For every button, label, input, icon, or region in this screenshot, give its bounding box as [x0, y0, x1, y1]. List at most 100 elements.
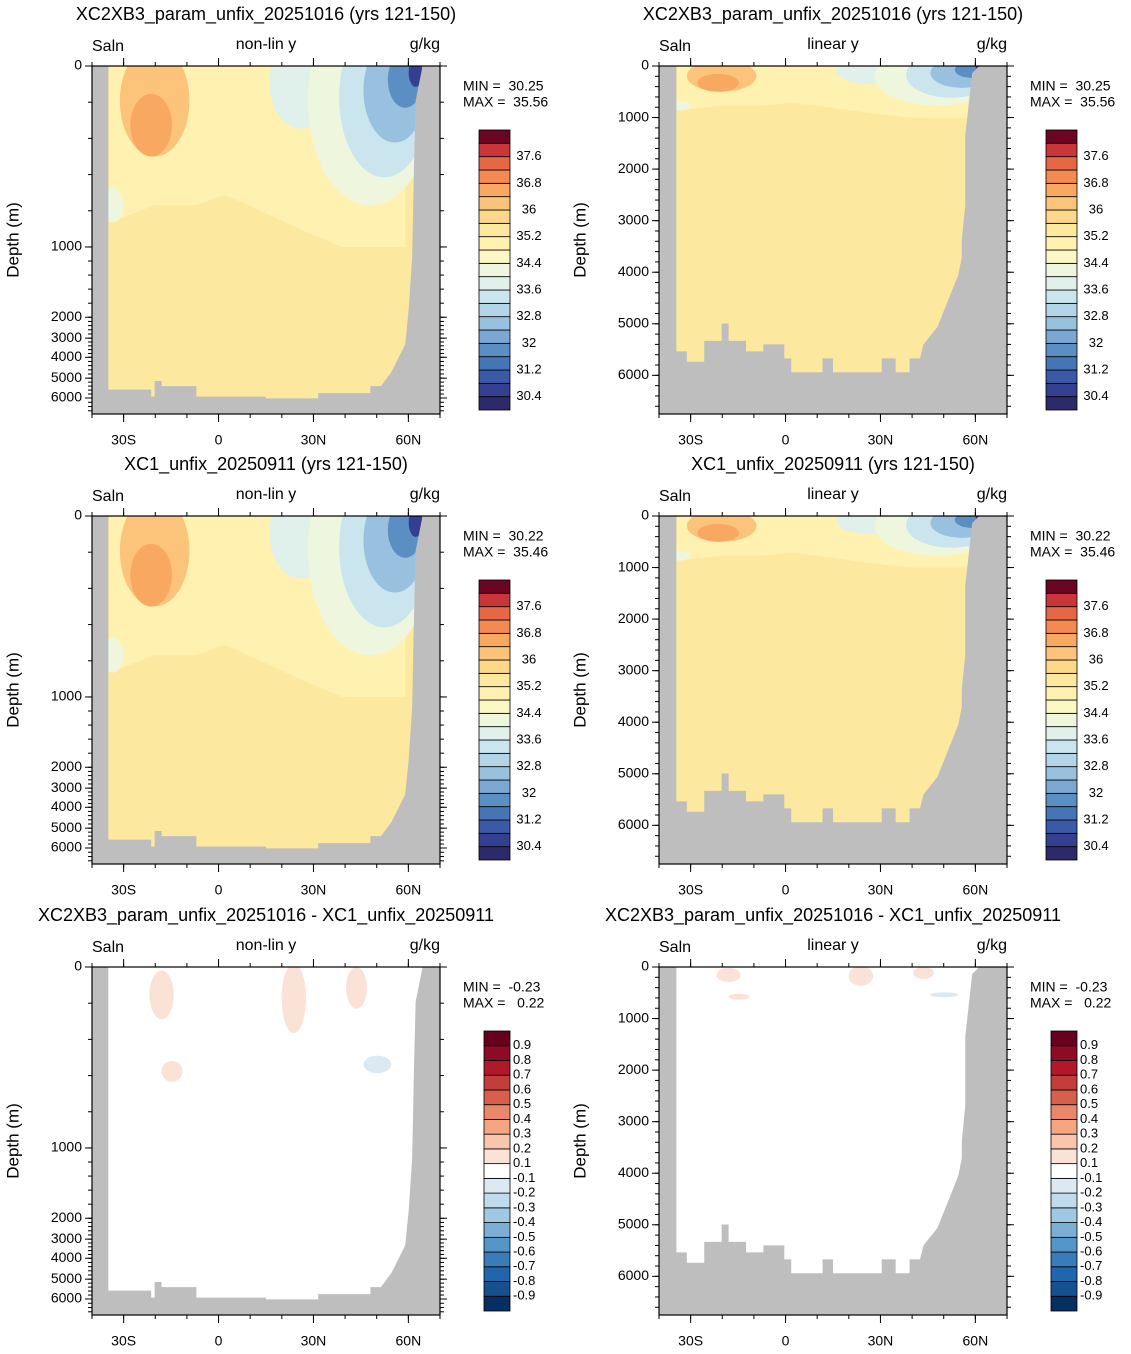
colorbar-box	[1045, 276, 1078, 291]
colorbar-box	[1045, 342, 1078, 358]
colorbar-label: 32.8	[516, 308, 541, 323]
colorbar-box	[483, 1148, 511, 1165]
x-tick-label: 30N	[301, 882, 327, 898]
y-axis-label: Depth (m)	[3, 652, 22, 728]
colorbar-label: 30.4	[1083, 838, 1108, 853]
colorbar-box	[1045, 699, 1078, 714]
contour-blob	[913, 967, 934, 979]
colorbar-label: 34.4	[1083, 255, 1108, 270]
units-label: g/kg	[977, 937, 1007, 954]
colorbar-box	[1045, 726, 1078, 741]
colorbar-label: -0.3	[513, 1199, 535, 1214]
colorbar-box	[1045, 766, 1078, 781]
colorbar-box	[1045, 619, 1078, 634]
colorbar-label: 35.2	[516, 228, 541, 243]
scale-label: linear y	[807, 36, 859, 53]
x-tick-label: 30N	[301, 1333, 327, 1349]
panel-title: XC2XB3_param_unfix_20251016 (yrs 121-150…	[643, 4, 1023, 25]
field	[659, 516, 1007, 864]
x-tick-label: 30N	[868, 882, 894, 898]
variable-label: Saln	[659, 939, 691, 956]
x-tick-label: 60N	[963, 1333, 989, 1349]
colorbar-label: 33.6	[516, 731, 541, 746]
x-tick-label: 30N	[868, 432, 894, 448]
colorbar-box	[1045, 249, 1078, 264]
variable-label: Saln	[659, 488, 691, 505]
y-tick-label: 5000	[51, 819, 82, 835]
colorbar-box	[478, 792, 511, 808]
max-label: MAX = 0.22	[463, 995, 545, 1011]
panel-title: XC1_unfix_20250911 (yrs 121-150)	[124, 454, 408, 475]
colorbar-box	[483, 1089, 511, 1106]
scale-label: non-lin y	[236, 937, 296, 954]
panel: XC1_unfix_20250911 (yrs 121-150)Saln non-…	[3, 454, 548, 898]
colorbar-box	[478, 672, 511, 688]
colorbar-box	[1045, 792, 1078, 808]
units-label: g/kg	[977, 486, 1007, 503]
field	[92, 967, 440, 1315]
land-mask	[92, 516, 440, 864]
y-tick-label: 2000	[618, 1061, 649, 1077]
field	[92, 66, 440, 414]
contour-blob	[346, 967, 367, 1009]
colorbar-box	[483, 1060, 511, 1076]
y-tick-label: 2000	[51, 758, 82, 774]
colorbar-box	[478, 142, 511, 158]
field-background	[92, 967, 440, 1315]
colorbar-box	[1050, 1089, 1078, 1106]
x-tick-label: 30S	[111, 1333, 136, 1349]
colorbar-box	[1050, 1177, 1078, 1194]
variable-label: Saln	[659, 38, 691, 55]
colorbar-box	[483, 1163, 511, 1179]
colorbar-label: -0.1	[1080, 1170, 1102, 1185]
y-tick-label: 3000	[618, 1112, 649, 1128]
colorbar-label: -0.6	[1080, 1243, 1102, 1258]
y-tick-label: 2000	[51, 308, 82, 324]
colorbar-box	[1050, 1104, 1078, 1120]
plot-frame	[658, 966, 1008, 1316]
colorbar-label: 0.8	[513, 1052, 531, 1067]
colorbar-box	[478, 316, 511, 331]
colorbar-label: 31.2	[516, 361, 541, 376]
colorbar-label: 35.2	[1083, 228, 1108, 243]
y-axis-label: Depth (m)	[570, 1103, 589, 1179]
colorbar-label: 36	[1089, 201, 1103, 216]
land-mask	[92, 967, 440, 1315]
contour-blob	[130, 93, 173, 157]
panel: XC2XB3_param_unfix_20251016 - XC1_unfix_…	[3, 905, 544, 1349]
x-tick-label: 0	[215, 1333, 223, 1349]
contour-blob	[716, 967, 741, 982]
max-label: MAX = 0.22	[1030, 995, 1112, 1011]
colorbar-label: -0.2	[1080, 1185, 1102, 1200]
colorbar-label: 36.8	[516, 625, 541, 640]
plot-frame	[658, 65, 1008, 415]
colorbar-box	[478, 659, 511, 674]
colorbar-label: -0.3	[1080, 1199, 1102, 1214]
y-tick-label: 4000	[51, 798, 82, 814]
scale-label: linear y	[807, 486, 859, 503]
colorbar-label: 35.2	[516, 678, 541, 693]
colorbar-label: 37.6	[1083, 598, 1108, 613]
colorbar-label: 32	[522, 335, 536, 350]
y-tick-label: 4000	[618, 263, 649, 279]
colorbar-label: 36.8	[516, 175, 541, 190]
colorbar-box	[1045, 779, 1078, 794]
y-tick-label: 0	[641, 958, 649, 974]
colorbar-box	[478, 752, 511, 768]
colorbar-box	[478, 342, 511, 358]
colorbar-box	[478, 832, 511, 848]
y-tick-label: 1000	[51, 238, 82, 254]
colorbar-box	[483, 1045, 511, 1061]
colorbar-label: -0.4	[1080, 1214, 1102, 1229]
colorbar-box	[483, 1207, 511, 1223]
colorbar-box	[1050, 1236, 1078, 1253]
colorbar-box	[478, 276, 511, 291]
max-label: MAX = 35.46	[463, 544, 548, 560]
colorbar-label: 0.6	[1080, 1081, 1098, 1096]
colorbar-box	[478, 619, 511, 634]
colorbar-box	[478, 156, 511, 171]
panel-title: XC2XB3_param_unfix_20251016 - XC1_unfix_…	[38, 905, 494, 926]
x-tick-label: 60N	[963, 432, 989, 448]
y-tick-label: 5000	[618, 764, 649, 780]
